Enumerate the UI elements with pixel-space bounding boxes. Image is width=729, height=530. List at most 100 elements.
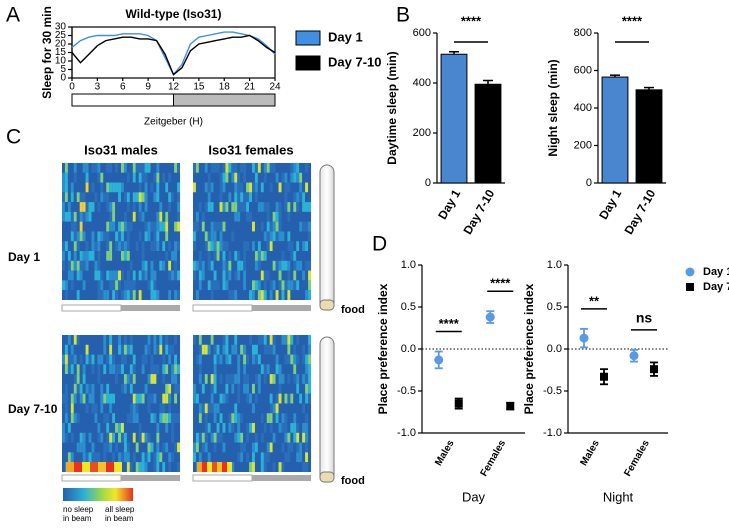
heatmap-cell [195, 383, 199, 394]
heatmap-cell [73, 163, 77, 173]
heatmap-cell [305, 335, 309, 345]
heatmap-cell [237, 344, 241, 355]
heatmap-cell [132, 413, 136, 424]
heatmap-cell [91, 270, 95, 281]
heatmap-cell [88, 335, 92, 345]
heatmap-cell [132, 260, 136, 271]
heatmap-cell [204, 163, 208, 173]
heatmap-cell [263, 251, 267, 261]
heatmap-cell [302, 354, 306, 365]
heatmap-cell [123, 221, 127, 232]
heatmap-cell [216, 403, 220, 414]
heatmap-cell [76, 241, 80, 252]
heatmap-cell [73, 290, 77, 300]
heatmap-cell [260, 403, 264, 414]
heatmap-cell [246, 211, 250, 222]
heatmap-cell [100, 335, 104, 345]
heatmap-cell [165, 364, 169, 375]
heatmap-cell [207, 163, 211, 173]
heatmap-cell [76, 202, 80, 212]
heatmap-cell [293, 364, 297, 375]
y-tick-label: 0 [60, 73, 66, 84]
heatmap-cell [147, 403, 151, 414]
heatmap-cell [246, 270, 250, 281]
heatmap-cell [243, 211, 247, 222]
heatmap-cell [281, 354, 285, 365]
heatmap-cell [222, 413, 226, 424]
heatmap-cell [159, 423, 163, 433]
heatmap-cell [100, 231, 104, 242]
heatmap-cell [135, 354, 139, 365]
heatmap-cell [156, 270, 160, 281]
heatmap-cell [260, 413, 264, 424]
heatmap-cell [115, 280, 119, 291]
heatmap-cell [171, 335, 175, 345]
heatmap-cell [94, 403, 98, 414]
heatmap-cell [207, 452, 211, 463]
heatmap-cell [85, 182, 89, 193]
heatmap-cell [275, 241, 279, 252]
heatmap-cell [207, 374, 211, 384]
heatmap-cell [168, 364, 172, 375]
heatmap-cell [79, 335, 83, 345]
heatmap-cell [213, 413, 217, 424]
heatmap-cell [234, 163, 238, 173]
heatmap-cell [147, 393, 151, 404]
heatmap-cell [135, 364, 139, 375]
heatmap-cell [225, 432, 229, 443]
heatmap-cell [278, 344, 282, 355]
heatmap-cell [278, 393, 282, 404]
heatmap-cell [85, 335, 89, 345]
heatmap-cell [249, 374, 253, 384]
heatmap-cell [272, 423, 276, 433]
heatmap-cell [121, 202, 124, 212]
heatmap-cell [269, 413, 273, 424]
heatmap-cell [150, 260, 154, 271]
heatmap-cell [225, 383, 229, 394]
heatmap-cell [257, 251, 261, 261]
x-tick-label: 9 [145, 82, 151, 93]
heatmap-cell [254, 354, 258, 365]
heatmap-cell [153, 192, 157, 203]
heatmap-cell [123, 163, 127, 173]
heatmap-cell [64, 344, 68, 355]
heatmap-cell [275, 335, 279, 345]
heatmap-cell [135, 452, 139, 463]
heatmap-cell [144, 423, 148, 433]
heatmap-cell [141, 260, 145, 271]
heatmap-cell [174, 442, 178, 453]
heatmap-cell [121, 413, 124, 424]
heatmap-cell [135, 290, 139, 300]
heatmap-cell [269, 280, 273, 291]
heatmap-cell [153, 432, 157, 443]
heatmap-cell [266, 182, 270, 193]
heatmap-cell [228, 393, 232, 404]
heatmap-cell [254, 335, 258, 345]
heatmap-cell [132, 182, 136, 193]
heatmap-cell [150, 163, 154, 173]
heatmap-cell [275, 251, 279, 261]
heatmap-cell [228, 374, 232, 384]
heatmap-cell [90, 462, 98, 472]
heatmap-cell [64, 231, 68, 242]
heatmap-cell [275, 344, 279, 355]
heatmap-cell [216, 432, 220, 443]
heatmap-cell [73, 354, 77, 365]
heatmap-cell [260, 260, 264, 271]
heatmap-cell [153, 393, 157, 404]
heatmap-cell [159, 163, 163, 173]
heatmap-cell [165, 393, 169, 404]
heatmap-cell [240, 192, 244, 203]
heatmap-cell [207, 432, 211, 443]
heatmap-cell [64, 251, 68, 261]
heatmap-cell [150, 452, 154, 463]
heatmap-cell [281, 192, 285, 203]
heatmap-cell [144, 211, 148, 222]
heatmap-cell [281, 202, 285, 212]
heatmap-cell [305, 251, 309, 261]
heatmap-cell [135, 172, 139, 183]
heatmap-cell [272, 163, 276, 173]
heatmap-cell [275, 364, 279, 375]
heatmap-cell [225, 413, 229, 424]
heatmap-cell [193, 290, 196, 300]
